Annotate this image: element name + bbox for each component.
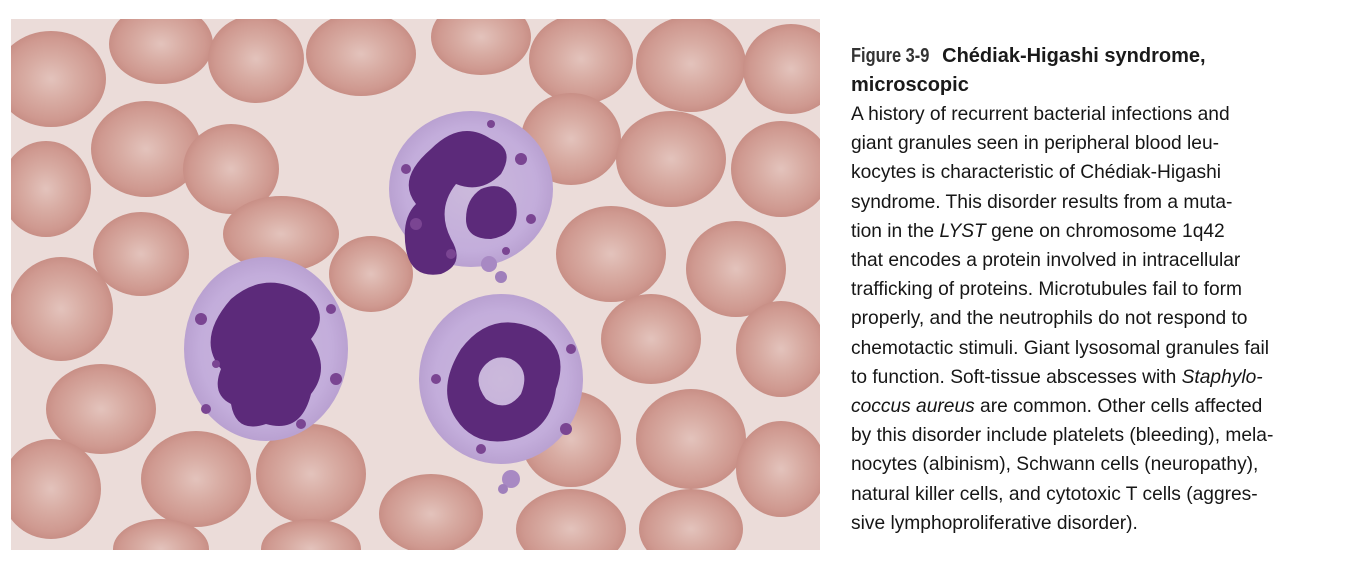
caption-line: chemotactic stimuli. Giant lysosomal gra… [851,334,1361,363]
caption-line: syndrome. This disorder results from a m… [851,188,1361,217]
caption-body: A history of recurrent bacterial infecti… [851,100,1361,538]
caption-line: sive lymphoproliferative disorder). [851,509,1361,538]
caption-text: kocytes is characteristic of Chédiak-Hig… [851,162,1222,184]
neutrophil-right [419,294,583,464]
caption-italic-text: coccus aureus [851,396,975,418]
caption-text: chemotactic stimuli. Giant lysosomal gra… [851,337,1270,359]
caption-text: A history of recurrent bacterial infecti… [851,104,1230,125]
figure-number: Figure 3-9 [851,45,930,67]
caption-line: that encodes a protein involved in intra… [851,246,1361,275]
caption-text: syndrome. This disorder results from a m… [851,191,1233,213]
platelets [481,256,520,494]
caption-line: properly, and the neutrophils do not res… [851,304,1361,333]
caption-text: gene on chromosome 1q42 [985,220,1225,242]
red-blood-cells [11,19,820,550]
caption-line: tion in the LYST gene on chromosome 1q42 [851,217,1361,246]
caption-text: that encodes a protein involved in intra… [851,250,1241,272]
caption-line: to function. Soft-tissue abscesses with … [851,363,1361,392]
caption-text: giant granules seen in peripheral blood … [851,133,1220,155]
caption-line: natural killer cells, and cytotoxic T ce… [851,480,1361,509]
figure-title-continued: microscopic [851,74,969,96]
caption-line: giant granules seen in peripheral blood … [851,129,1361,158]
figure-title: Chédiak-Higashi syndrome, [942,45,1206,67]
neutrophil-top [389,111,553,275]
caption-line: trafficking of proteins. Microtubules fa… [851,275,1361,304]
figure-caption: Figure 3-9 Chédiak-Higashi syndrome, mic… [851,42,1361,538]
caption-text: by this disorder include platelets (blee… [851,425,1274,447]
caption-line: kocytes is characteristic of Chédiak-Hig… [851,158,1361,187]
caption-italic-text: Staphylo- [1181,366,1263,388]
caption-text: tion in the [851,220,940,242]
caption-line: A history of recurrent bacterial infecti… [851,100,1361,129]
caption-text: natural killer cells, and cytotoxic T ce… [851,483,1258,505]
caption-title: Figure 3-9 Chédiak-Higashi syndrome, mic… [851,42,1361,100]
neutrophil-left [184,257,348,441]
caption-line: by this disorder include platelets (blee… [851,421,1361,450]
caption-text: nocytes (albinism), Schwann cells (neuro… [851,454,1259,476]
caption-text: sive lymphoproliferative disorder). [851,512,1138,534]
caption-text: are common. Other cells affected [974,396,1263,418]
micrograph-image [11,19,820,550]
caption-text: to function. Soft-tissue abscesses with [851,366,1182,388]
caption-line: nocytes (albinism), Schwann cells (neuro… [851,450,1361,479]
caption-italic-text: LYST [939,220,986,242]
caption-line: coccus aureus are common. Other cells af… [851,392,1361,421]
caption-text: trafficking of proteins. Microtubules fa… [851,279,1243,301]
caption-text: properly, and the neutrophils do not res… [851,308,1248,330]
